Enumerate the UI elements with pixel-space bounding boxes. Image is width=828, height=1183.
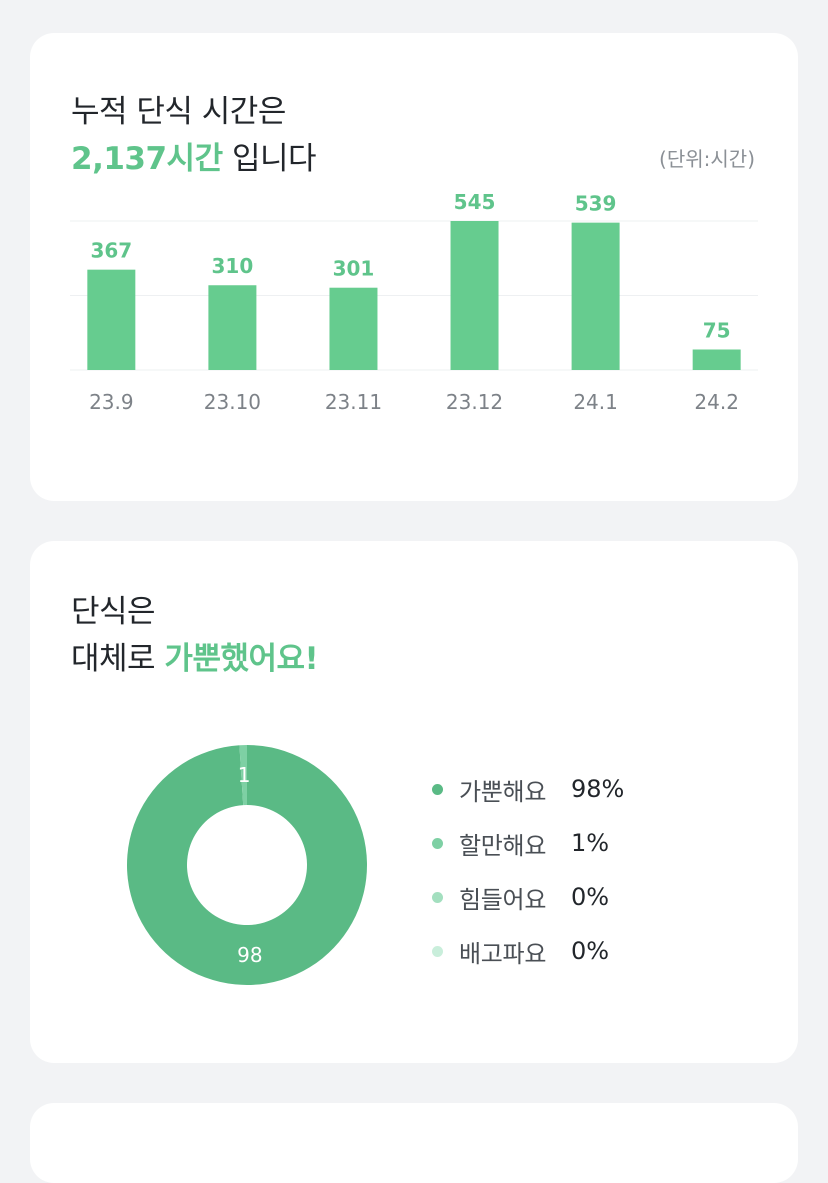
legend-label: 배고파요: [459, 939, 547, 968]
hours-headline-suffix: 입니다: [222, 141, 317, 177]
donut-slice-label: 1: [238, 763, 251, 787]
legend-dot-icon: [432, 783, 443, 795]
fasting-hours-card: 누적 단식 시간은 2,137시간 입니다 (단위:시간) 367 23.9 310…: [30, 33, 798, 501]
legend-label: 할만해요: [459, 831, 547, 860]
bar-24.1: [571, 222, 620, 370]
bar-23.12: [450, 221, 499, 370]
feeling-donut-chart: 98 1: [127, 745, 368, 985]
x-tick-label: 23.11: [325, 390, 382, 414]
monthly-hours-bar-chart: 367 23.9 310 23.10 301 23.11 545 23.12 539 24.1 75…: [70, 190, 758, 414]
legend-item: 힘들어요 0%: [432, 870, 624, 924]
legend-item: 배고파요 0%: [432, 924, 624, 978]
donut-slice-0: [127, 745, 368, 985]
legend-label: 가뿐해요: [459, 777, 547, 806]
x-tick-label: 23.12: [446, 390, 503, 414]
hours-headline-line2: 2,137시간 입니다: [71, 136, 317, 183]
legend-dot-icon: [432, 837, 443, 849]
bar-value-label: 310: [212, 254, 254, 278]
x-tick-label: 24.2: [694, 390, 739, 414]
bar-value-label: 545: [454, 190, 496, 214]
bar-23.10: [208, 285, 257, 370]
x-tick-label: 24.1: [573, 390, 618, 414]
legend-item: 할만해요 1%: [432, 816, 624, 870]
feeling-headline-prefix: 대체로: [71, 641, 165, 677]
bar-value-label: 367: [90, 239, 132, 263]
legend-value: 0%: [571, 937, 610, 965]
feeling-headline-line2: 대체로 가뿐했어요!: [71, 636, 319, 683]
legend-dot-icon: [432, 945, 443, 957]
bar-value-label: 75: [703, 318, 731, 342]
total-hours-value: 2,137시간: [71, 141, 223, 177]
legend-value: 98%: [571, 775, 625, 803]
x-tick-label: 23.10: [204, 390, 261, 414]
feeling-headline-line1: 단식은: [71, 594, 156, 630]
fasting-feeling-card: 단식은 대체로 가뿐했어요! 98 1 가뿐해요 98% 할만해요 1% 힘들어요 0% 배고…: [30, 541, 798, 1063]
legend-dot-icon: [432, 891, 443, 903]
donut-slice-1: [239, 745, 247, 806]
bar-24.2: [692, 349, 741, 370]
bar-value-label: 301: [333, 257, 375, 281]
legend-value: 0%: [571, 883, 610, 911]
donut-slice-label: 98: [237, 943, 262, 967]
x-tick-label: 23.9: [89, 390, 134, 414]
hours-headline-line1: 누적 단식 시간은: [71, 94, 286, 130]
bar-23.11: [329, 287, 378, 370]
feeling-headline-accent: 가뿐했어요!: [164, 641, 319, 677]
unit-note: (단위:시간): [659, 147, 755, 171]
feeling-legend: 가뿐해요 98% 할만해요 1% 힘들어요 0% 배고파요 0%: [432, 762, 624, 978]
bar-23.9: [87, 269, 136, 370]
next-card: [30, 1103, 798, 1183]
legend-item: 가뿐해요 98%: [432, 762, 624, 816]
bar-value-label: 539: [575, 192, 617, 216]
legend-value: 1%: [571, 829, 610, 857]
legend-label: 힘들어요: [459, 885, 547, 914]
